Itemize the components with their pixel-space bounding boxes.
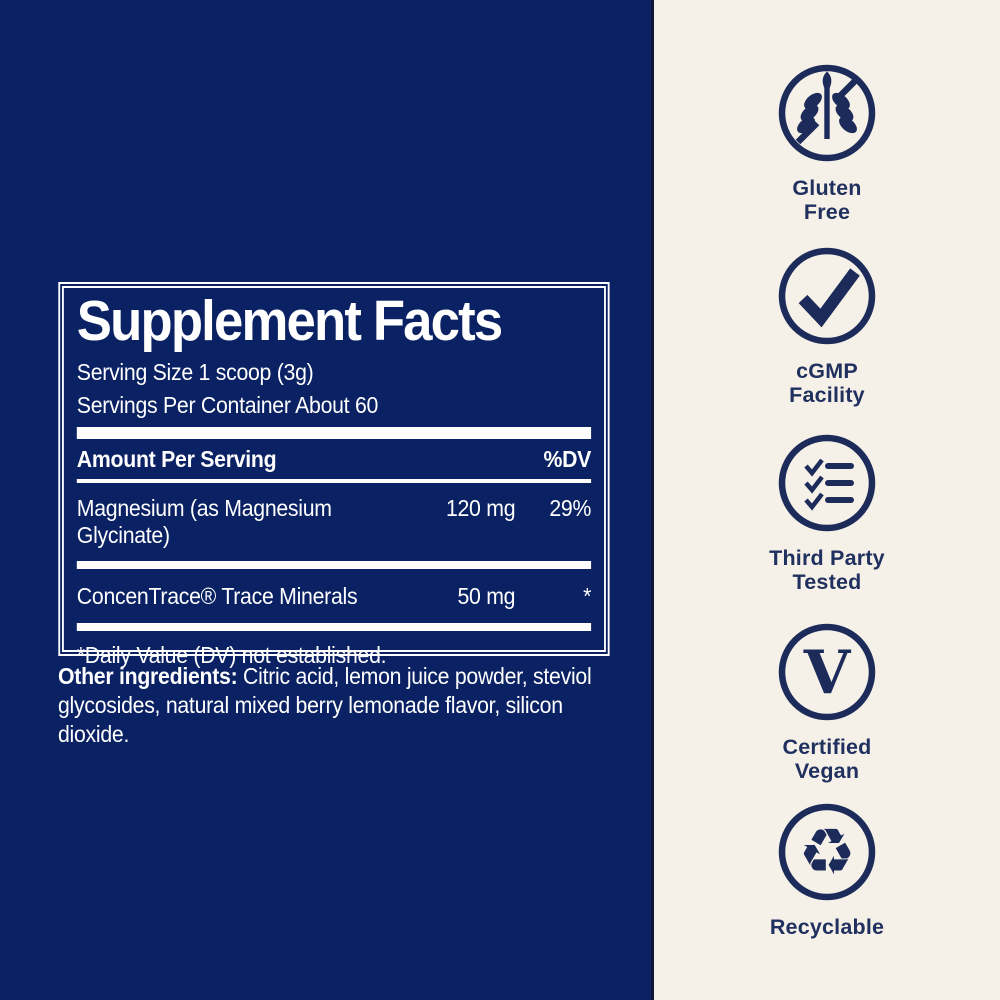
- badge-label: Certified Vegan: [782, 735, 872, 784]
- ingredient-name: ConcenTrace® Trace Minerals: [76, 583, 358, 610]
- badge-certified-vegan: V Certified Vegan: [654, 622, 1000, 783]
- panel-title: Supplement Facts: [76, 289, 503, 353]
- dv-footnote: *Daily Value (DV) not established.: [76, 642, 387, 669]
- divider-medium-bar: [76, 623, 592, 632]
- recycle-icon: ♻: [778, 803, 876, 901]
- table-row: ConcenTrace® Trace Minerals 50 mg *: [76, 569, 592, 623]
- badge-gluten-free: Gluten Free: [654, 63, 1000, 224]
- ingredient-amount: 50 mg: [457, 583, 516, 610]
- recycle-glyph: ♻: [798, 816, 855, 890]
- ingredient-amount: 120 mg: [445, 495, 516, 522]
- other-ingredients-text: Citric acid, lemon juice powder, steviol…: [58, 663, 592, 747]
- badge-cgmp-facility: cGMP Facility: [654, 246, 1000, 407]
- vegan-letter: V: [803, 638, 852, 708]
- badge-third-party-tested: Third Party Tested: [654, 433, 1000, 594]
- amount-per-serving-header: Amount Per Serving: [76, 446, 277, 473]
- supplement-facts-panel: Supplement Facts Serving Size 1 scoop (3…: [58, 282, 610, 668]
- table-row: Magnesium (as Magnesium Glycinate) 120 m…: [76, 483, 592, 561]
- gluten-free-icon: [778, 64, 876, 162]
- badge-label: Recyclable: [769, 915, 885, 939]
- badge-label: Third Party Tested: [769, 546, 885, 595]
- other-ingredients-lead: Other ingredients:: [58, 663, 238, 689]
- badge-label: Gluten Free: [792, 176, 862, 225]
- table-header-row: Amount Per Serving %DV: [76, 439, 592, 479]
- serving-size: Serving Size 1 scoop (3g): [76, 359, 314, 386]
- other-ingredients: Other ingredients: Citric acid, lemon ju…: [58, 662, 632, 748]
- checklist-icon: [778, 434, 876, 532]
- divider-thick-bar: [76, 427, 592, 440]
- checkmark-icon: [778, 247, 876, 345]
- certification-sidebar: Gluten Free cGMP Facility: [654, 0, 1000, 1000]
- divider-medium-bar: [76, 561, 592, 570]
- label-front-panel: Supplement Facts Serving Size 1 scoop (3…: [0, 0, 654, 1000]
- servings-per-container: Servings Per Container About 60: [76, 391, 379, 418]
- badge-label: cGMP Facility: [789, 359, 865, 408]
- ingredient-name: Magnesium (as Magnesium Glycinate): [76, 495, 332, 549]
- dv-header: %DV: [543, 446, 592, 473]
- badge-recyclable: ♻ Recyclable: [654, 802, 1000, 939]
- vegan-v-icon: V: [778, 623, 876, 721]
- ingredient-dv: 29%: [549, 495, 592, 522]
- divider-thin-rule: [76, 479, 592, 484]
- ingredient-dv: *: [583, 583, 592, 610]
